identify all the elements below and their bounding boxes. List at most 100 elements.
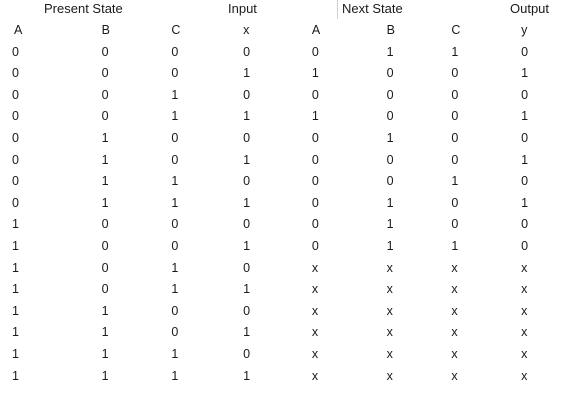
cell-next-a: 0 <box>311 174 319 189</box>
cell-input-x: 0 <box>243 303 251 318</box>
cell-present-c: 1 <box>171 174 179 189</box>
cell-next-a: x <box>311 325 319 340</box>
cell-next-b: 1 <box>386 44 394 59</box>
cell-next-b: 0 <box>386 66 394 81</box>
table-row: 0 1 0 1 0 0 0 1 <box>0 150 567 172</box>
cell-next-a: 0 <box>311 152 319 167</box>
cell-next-b: 0 <box>386 174 394 189</box>
cell-next-c: 0 <box>451 195 459 210</box>
cell-next-a: x <box>311 368 319 383</box>
table-row: 1 1 1 0 x x x x <box>0 344 567 366</box>
cell-input-x: 1 <box>243 109 251 124</box>
cell-output-y: 1 <box>521 195 529 210</box>
cell-present-b: 0 <box>101 282 109 297</box>
cell-present-a: 1 <box>12 303 19 318</box>
cell-present-b: 0 <box>101 44 109 59</box>
cell-input-x: 1 <box>243 152 251 167</box>
cell-present-c: 0 <box>171 238 179 253</box>
table-row: 0 1 1 0 0 0 1 0 <box>0 171 567 193</box>
cell-next-a: 1 <box>311 109 319 124</box>
cell-next-a: 0 <box>311 130 319 145</box>
cell-next-b: x <box>386 368 393 383</box>
cell-next-c: x <box>451 368 458 383</box>
cell-next-b: x <box>386 260 393 275</box>
table-row: 1 1 1 1 x x x x <box>0 366 567 388</box>
cell-input-x: 0 <box>243 217 251 232</box>
cell-input-x: 0 <box>243 44 251 59</box>
cell-next-c: 0 <box>451 130 459 145</box>
table-row: 0 0 1 0 0 0 0 0 <box>0 85 567 107</box>
cell-next-a: 1 <box>311 66 319 81</box>
cell-present-a: 0 <box>12 152 19 167</box>
cell-input-x: 0 <box>243 87 251 102</box>
cell-input-x: 0 <box>243 130 251 145</box>
cell-present-b: 0 <box>101 66 109 81</box>
cell-input-x: 0 <box>243 174 251 189</box>
cell-output-y: 0 <box>521 44 529 59</box>
cell-present-c: 0 <box>171 217 179 232</box>
column-header-output-y: y <box>521 23 528 37</box>
cell-output-y: x <box>521 282 528 297</box>
cell-next-c: 0 <box>451 152 459 167</box>
cell-present-a: 1 <box>12 282 19 297</box>
column-header-next-c: C <box>451 23 461 37</box>
cell-present-b: 0 <box>101 238 109 253</box>
cell-present-b: 0 <box>101 109 109 124</box>
cell-input-x: 1 <box>243 325 251 340</box>
cell-present-a: 0 <box>12 66 19 81</box>
cell-output-y: x <box>521 346 528 361</box>
cell-output-y: 1 <box>521 109 529 124</box>
cell-next-b: 1 <box>386 130 394 145</box>
cell-input-x: 1 <box>243 66 251 81</box>
cell-present-b: 1 <box>101 130 109 145</box>
cell-next-b: 0 <box>386 109 394 124</box>
cell-input-x: 0 <box>243 346 251 361</box>
cell-input-x: 1 <box>243 195 251 210</box>
cell-present-c: 1 <box>171 346 179 361</box>
cell-present-a: 1 <box>12 368 19 383</box>
cell-present-a: 0 <box>12 174 19 189</box>
input-header: Input <box>228 1 257 16</box>
cell-present-b: 1 <box>101 303 109 318</box>
table-row: 0 0 0 1 1 0 0 1 <box>0 63 567 85</box>
cell-next-b: x <box>386 282 393 297</box>
column-header-input-x: x <box>243 23 250 37</box>
cell-present-a: 0 <box>12 44 19 59</box>
cell-present-b: 1 <box>101 368 109 383</box>
cell-next-c: x <box>451 325 458 340</box>
table-row: 1 0 0 0 0 1 0 0 <box>0 214 567 236</box>
cell-present-a: 1 <box>12 217 19 232</box>
cell-present-b: 0 <box>101 260 109 275</box>
column-header-next-b: B <box>386 23 395 37</box>
cell-next-c: 1 <box>451 44 459 59</box>
cell-next-c: x <box>451 282 458 297</box>
cell-present-a: 0 <box>12 109 19 124</box>
cell-present-c: 0 <box>171 303 179 318</box>
cell-next-c: x <box>451 260 458 275</box>
cell-output-y: 0 <box>521 238 529 253</box>
table-row: 1 0 1 0 x x x x <box>0 258 567 280</box>
column-header-present-a: A <box>14 23 23 37</box>
cell-output-y: 0 <box>521 87 529 102</box>
column-header-next-a: A <box>311 23 321 37</box>
table-row: 1 0 0 1 0 1 1 0 <box>0 236 567 258</box>
cell-present-c: 0 <box>171 66 179 81</box>
cell-present-c: 0 <box>171 130 179 145</box>
cell-next-c: x <box>451 303 458 318</box>
cell-present-a: 1 <box>12 260 19 275</box>
cell-next-b: 1 <box>386 217 394 232</box>
cell-next-a: 0 <box>311 217 319 232</box>
column-header-present-b: B <box>101 23 111 37</box>
next-state-header: Next State <box>342 1 403 16</box>
cell-present-c: 1 <box>171 260 179 275</box>
cell-output-y: 0 <box>521 130 529 145</box>
cell-next-c: 1 <box>451 238 459 253</box>
cell-present-c: 1 <box>171 368 179 383</box>
cell-next-a: x <box>311 260 319 275</box>
cell-next-c: 0 <box>451 87 459 102</box>
cell-present-b: 0 <box>101 217 109 232</box>
cell-present-b: 1 <box>101 152 109 167</box>
cell-output-y: x <box>521 325 528 340</box>
